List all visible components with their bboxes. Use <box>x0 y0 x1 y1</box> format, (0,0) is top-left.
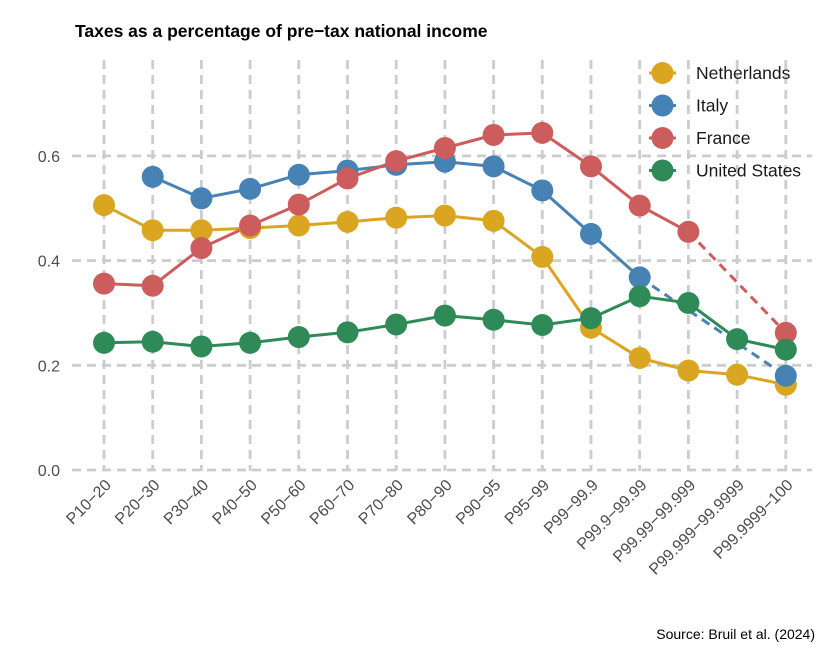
x-tick-label: P99.99−99.999 <box>610 477 699 566</box>
legend-point-key <box>651 62 674 84</box>
data-point <box>580 307 602 330</box>
series-layer <box>93 121 797 396</box>
data-point <box>628 194 651 217</box>
legend-point-key <box>651 94 674 117</box>
data-point <box>336 321 359 344</box>
data-point <box>93 272 115 295</box>
legend-point-key <box>651 127 674 149</box>
y-tick-label: 0.0 <box>38 463 60 480</box>
legend-item: France <box>649 127 750 149</box>
x-tick-label: P20−30 <box>112 477 163 528</box>
data-point <box>190 237 213 260</box>
x-tick-label: P30−40 <box>161 477 212 528</box>
legend: Netherlands Italy France United States <box>649 62 801 182</box>
data-point <box>482 209 505 232</box>
data-point <box>385 150 408 173</box>
data-point <box>580 222 602 245</box>
data-point <box>531 245 554 268</box>
data-point <box>287 193 310 216</box>
data-point <box>774 338 797 361</box>
data-point <box>385 206 408 229</box>
data-point <box>190 187 213 210</box>
data-point <box>336 210 359 233</box>
data-point <box>580 155 602 178</box>
series-line-dashed <box>687 230 787 334</box>
data-point <box>433 304 456 327</box>
data-point <box>628 346 651 369</box>
data-point <box>433 204 456 227</box>
gridlines <box>72 60 812 472</box>
data-point <box>677 292 700 315</box>
x-tick-label: P40−50 <box>210 477 261 528</box>
data-point <box>239 214 262 237</box>
chart-title: Taxes as a percentage of pre−tax nationa… <box>75 21 488 41</box>
data-point <box>531 121 554 144</box>
data-point <box>482 123 505 146</box>
x-tick-label: P90−95 <box>453 477 504 528</box>
data-point <box>385 313 408 336</box>
legend-label: Netherlands <box>696 63 791 83</box>
data-point <box>190 219 213 242</box>
data-point <box>190 335 213 358</box>
data-point <box>287 163 310 186</box>
data-point <box>677 220 700 243</box>
legend-label: Italy <box>696 96 728 116</box>
data-point <box>774 321 797 344</box>
data-point <box>482 308 505 331</box>
series-line-dashed <box>638 276 787 378</box>
data-point <box>433 137 456 160</box>
y-tick-label: 0.6 <box>38 149 60 166</box>
data-point <box>628 266 651 289</box>
y-axis-ticks: 0.0 0.2 0.4 0.6 <box>38 149 60 480</box>
data-point <box>141 330 164 353</box>
data-point <box>239 177 262 200</box>
legend-point-key <box>651 159 674 182</box>
source-note: Source: Bruil et al. (2024) <box>656 626 815 642</box>
legend-item: United States <box>649 159 801 182</box>
data-point <box>482 155 505 178</box>
data-point <box>531 179 554 202</box>
data-point <box>677 359 700 382</box>
legend-label: France <box>696 128 750 148</box>
data-point <box>726 363 749 386</box>
data-point <box>141 219 164 242</box>
data-point <box>531 313 554 336</box>
x-tick-label: P60−70 <box>307 477 358 528</box>
data-point <box>93 194 115 217</box>
data-point <box>336 167 359 190</box>
legend-label: United States <box>696 161 801 181</box>
legend-item: Italy <box>649 94 728 117</box>
data-point <box>628 285 651 308</box>
x-tick-label: P50−60 <box>258 477 309 528</box>
x-tick-label: P10−20 <box>63 477 114 528</box>
data-point <box>287 214 310 237</box>
x-axis-ticks: P10−20P20−30P30−40P40−50P50−60P60−70P70−… <box>63 477 796 579</box>
data-point <box>774 364 797 387</box>
y-tick-label: 0.4 <box>38 254 60 271</box>
x-tick-label: P80−90 <box>404 477 455 528</box>
data-point <box>287 326 310 349</box>
data-point <box>141 165 164 188</box>
data-point <box>239 331 262 354</box>
legend-item: Netherlands <box>649 62 791 84</box>
x-tick-label: P70−80 <box>356 477 407 528</box>
data-point <box>93 331 115 354</box>
y-tick-label: 0.2 <box>38 358 60 375</box>
data-point <box>141 274 164 297</box>
data-point <box>726 328 749 351</box>
